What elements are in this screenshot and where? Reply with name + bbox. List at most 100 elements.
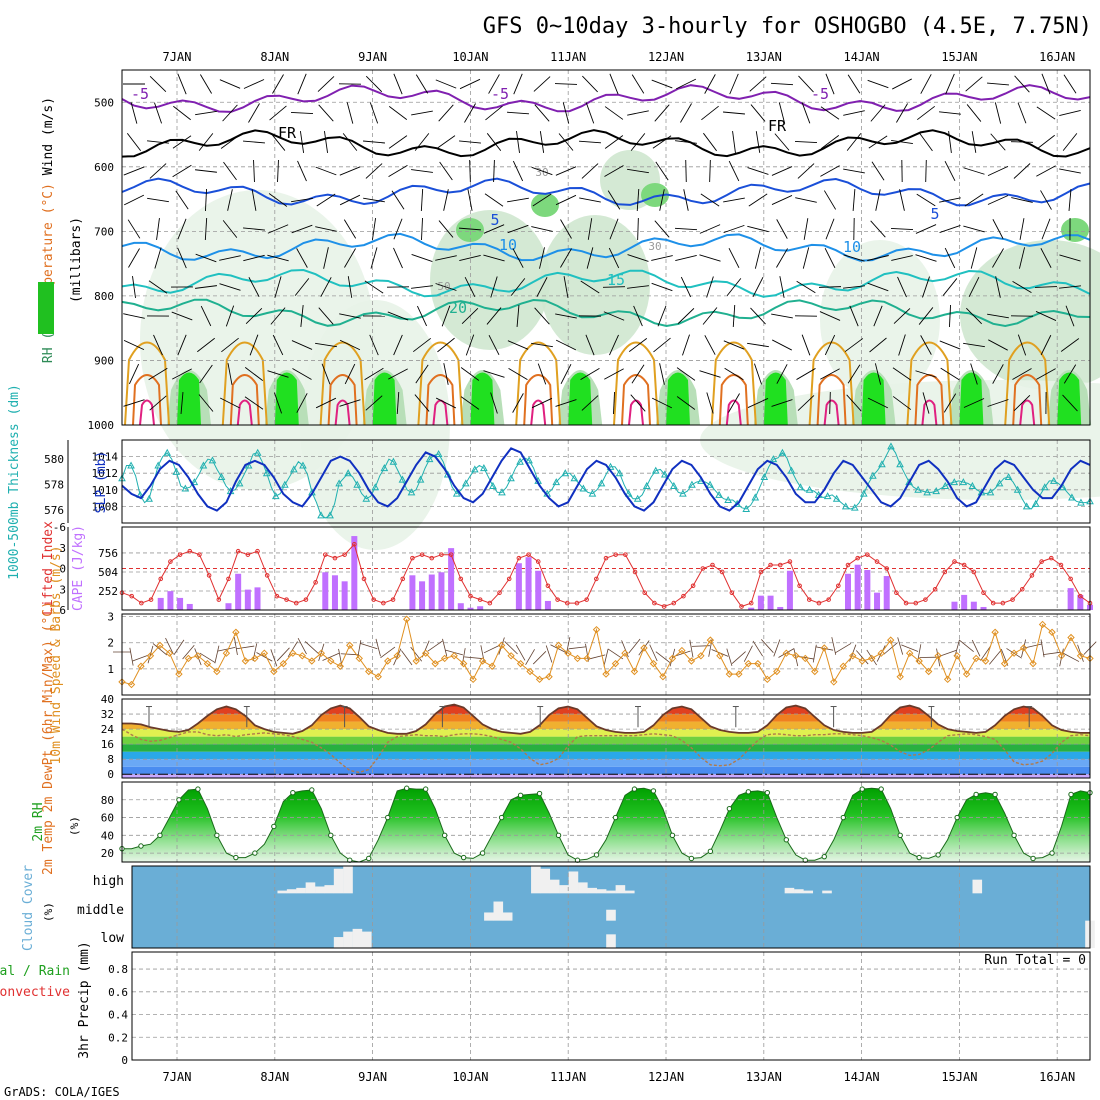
thickness-tick-label: 580 (44, 453, 64, 466)
wind-barb-10m (375, 638, 381, 657)
wind-barb (148, 280, 168, 294)
cape-bar (419, 581, 426, 610)
thickness-point (561, 469, 570, 477)
rh-shading-moist (456, 218, 484, 242)
wind-barb (630, 133, 646, 151)
temp-band (122, 751, 1090, 760)
li-point (855, 555, 860, 561)
wind-barb (531, 397, 553, 409)
wind-barb (483, 254, 505, 262)
wind-barb (273, 392, 283, 414)
rh-point (517, 792, 524, 799)
wind-speed-point (630, 667, 639, 676)
li-ylabel: Lifted Index (41, 521, 56, 615)
thickness-point (190, 478, 199, 486)
wind-speed-point (393, 652, 401, 660)
wind-barb (508, 367, 528, 381)
wind-barb (915, 224, 937, 234)
wind-barb-10m (655, 651, 671, 663)
li-point (148, 597, 154, 602)
li-point (177, 552, 183, 557)
wind-barb (897, 276, 907, 298)
precip-convective-label: Convective (0, 985, 70, 1000)
wind-barb (843, 110, 865, 116)
temp-bubble-30 (718, 374, 749, 426)
wind-barb (803, 218, 809, 240)
wind-barb (939, 111, 961, 115)
temp-band (122, 766, 1090, 775)
contour-label: 30 (535, 166, 548, 179)
cloud-bar-high (540, 868, 551, 894)
temp-bubble-35 (725, 399, 742, 426)
wind-barb (779, 276, 785, 298)
wind-barb (774, 133, 790, 151)
top-date-label: 16JAN (1039, 50, 1075, 64)
thickness-point (525, 456, 533, 464)
upper-air-yunits: (millibars) (69, 217, 84, 303)
wind-barb (267, 370, 289, 378)
wind-barb-10m (504, 641, 518, 655)
rh-core-moist (470, 372, 495, 425)
li-point (594, 576, 599, 582)
temp-bubble-25 (906, 341, 953, 426)
thickness-point (986, 488, 995, 496)
rh-point (498, 814, 505, 821)
wind10m-ylabel: 10m Wind Speed & Barbs (m/s) (49, 545, 64, 764)
wind-barb-10m (760, 639, 774, 653)
temp-bubble-25 (319, 341, 366, 426)
wind-barb (797, 163, 815, 179)
cloud-bar-high (549, 879, 560, 894)
wind-barb (130, 102, 138, 124)
wind-barb (675, 255, 697, 261)
wind-barb (916, 105, 936, 121)
wind-barb-10m (1043, 651, 1062, 655)
temp-bubble-30 (816, 374, 847, 426)
wind-speed-point (175, 670, 183, 678)
wind-barb (486, 307, 502, 325)
contour-label: 10 (499, 236, 517, 254)
wind-speed-point (336, 662, 344, 670)
wind-barb (563, 276, 569, 298)
wind-barb (460, 396, 480, 410)
thickness-point (769, 455, 778, 463)
rh-point (328, 832, 334, 839)
wind-barb (205, 188, 207, 212)
wind-barb (197, 337, 215, 353)
wind-barb (148, 367, 168, 381)
thickness-point (452, 489, 461, 497)
li-point (506, 576, 512, 582)
wind-barb (778, 102, 786, 124)
thickness-point (299, 461, 307, 469)
wind-barb (200, 74, 212, 94)
cape-bar (525, 557, 532, 610)
wind-barb (949, 304, 951, 328)
temp-bubble-25 (124, 341, 170, 426)
wind-barb-10m (585, 643, 589, 662)
rh-point (859, 786, 865, 792)
wind-barb (581, 163, 599, 179)
precip-tick-label: 0.8 (108, 963, 128, 976)
rh-core-moist (568, 372, 593, 425)
wind-barb (369, 102, 379, 124)
wind-barb (531, 166, 553, 176)
wind-barb (555, 313, 577, 319)
wind-speed-point (602, 670, 610, 678)
precip-panel: 0 0.2 0.4 0.6 0.8 Run Total = 0 Total / Rain Co… (0, 941, 1091, 1067)
li-tick-label: 3 (59, 583, 66, 596)
bottom-date-label: 11JAN (550, 1070, 586, 1084)
wind-barb (653, 337, 671, 353)
thickness-point (878, 460, 886, 468)
wind-speed-point (953, 652, 961, 660)
wind-barb (443, 363, 449, 385)
wind-barb (699, 224, 721, 234)
wind-barb-10m (980, 645, 992, 661)
wind-barb (1068, 189, 1072, 211)
wind-barb (267, 254, 289, 262)
cape-bar (467, 607, 474, 610)
wind-barb (675, 78, 697, 90)
rh-point (422, 786, 429, 792)
wind-barb (819, 311, 841, 321)
wind-barb (655, 161, 669, 181)
thickness-point (823, 492, 832, 500)
wind-barb (652, 135, 672, 149)
